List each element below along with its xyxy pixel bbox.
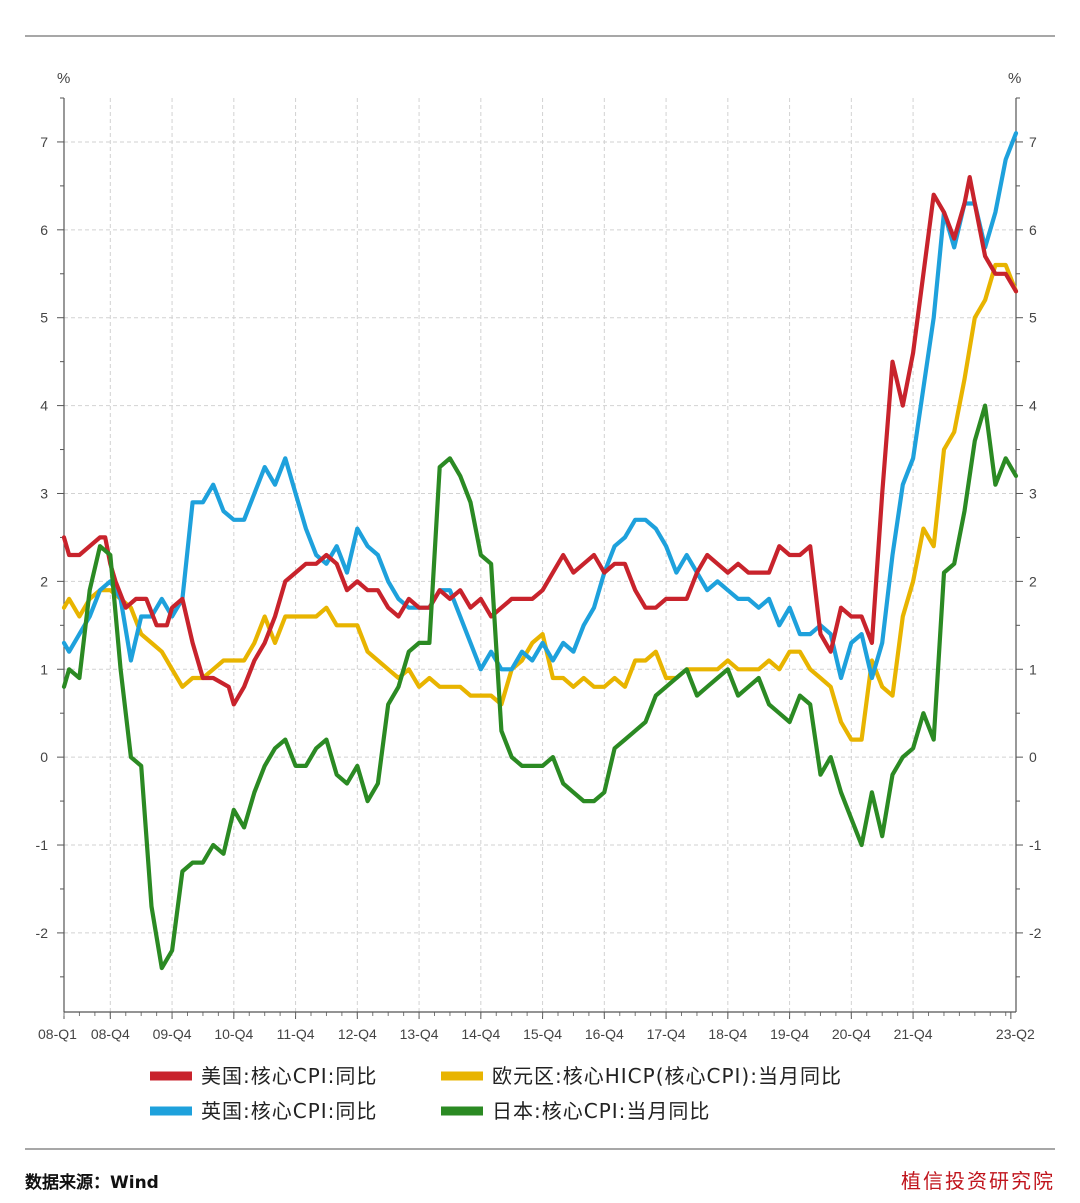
y-tick-label-right: -1 [1029, 837, 1042, 853]
series-lines [61, 131, 1019, 971]
x-tick-label: 08-Q1 [38, 1026, 77, 1042]
brand-name: 植信投资研究院 [901, 1169, 1055, 1193]
x-tick-label: 10-Q4 [214, 1026, 253, 1042]
x-tick-label: 23-Q2 [996, 1026, 1035, 1042]
legend-label-jp: 日本:核心CPI:当月同比 [492, 1099, 710, 1123]
data-source: 数据来源：Wind [25, 1172, 159, 1193]
y-tick-label-left: 6 [40, 222, 48, 238]
y-tick-label-right: 6 [1029, 222, 1037, 238]
x-tick-label: 18-Q4 [708, 1026, 747, 1042]
y-tick-label-right: 1 [1029, 661, 1037, 677]
left-unit-label: % [57, 70, 70, 87]
series-line-jp [61, 403, 1019, 971]
y-tick-label-right: -2 [1029, 925, 1042, 941]
x-tick-labels: 08-Q1 08-Q4 09-Q4 10-Q4 11-Q4 12-Q4 13-Q4 14-Q4… [38, 1026, 1035, 1042]
y-tick-label-left: 5 [40, 310, 48, 326]
y-tick-label-left: 0 [40, 749, 48, 765]
y-tick-label-left: 3 [40, 485, 48, 501]
legend: 美国:核心CPI:同比 欧元区:核心HICP(核心CPI):当月同比 英国:核心… [150, 1064, 842, 1123]
y-tick-label-right: 7 [1029, 134, 1037, 150]
x-tick-label: 14-Q4 [461, 1026, 500, 1042]
y-tick-label-right: 2 [1029, 573, 1037, 589]
y-tick-label-left: 1 [40, 661, 48, 677]
series-line-eu [61, 262, 1019, 742]
x-tick-label: 16-Q4 [585, 1026, 624, 1042]
x-tick-label: 21-Q4 [894, 1026, 933, 1042]
legend-label-uk: 英国:核心CPI:同比 [201, 1099, 377, 1123]
x-tick-label: 08-Q4 [91, 1026, 130, 1042]
x-tick-label: 19-Q4 [770, 1026, 809, 1042]
x-tick-label: 20-Q4 [832, 1026, 871, 1042]
x-tick-label: 12-Q4 [338, 1026, 377, 1042]
y-tick-labels: -2 -2 -1 -1 0 0 1 1 2 2 3 3 4 4 5 5 6 6 7 7 [36, 134, 1042, 941]
legend-label-us: 美国:核心CPI:同比 [201, 1064, 377, 1088]
y-tick-label-left: -2 [36, 925, 49, 941]
x-tick-label: 11-Q4 [277, 1026, 315, 1042]
right-unit-label: % [1008, 70, 1021, 87]
y-tick-label-right: 4 [1029, 398, 1037, 414]
y-tick-label-left: 2 [40, 573, 48, 589]
grid [64, 98, 1016, 1012]
y-tick-label-left: 4 [40, 398, 48, 414]
legend-item-eu: 欧元区:核心HICP(核心CPI):当月同比 [441, 1064, 842, 1088]
axes [57, 97, 1023, 1019]
y-tick-label-right: 0 [1029, 749, 1037, 765]
legend-item-us: 美国:核心CPI:同比 [150, 1064, 377, 1088]
x-tick-label: 13-Q4 [400, 1026, 439, 1042]
legend-label-eu: 欧元区:核心HICP(核心CPI):当月同比 [492, 1064, 842, 1088]
y-tick-label-left: -1 [36, 837, 49, 853]
x-tick-label: 15-Q4 [523, 1026, 562, 1042]
x-tick-label: 17-Q4 [647, 1026, 686, 1042]
x-tick-label: 09-Q4 [153, 1026, 192, 1042]
series-line-uk [61, 131, 1019, 681]
series-line-us [61, 175, 1019, 707]
y-tick-label-right: 3 [1029, 485, 1037, 501]
y-tick-label-right: 5 [1029, 310, 1037, 326]
legend-item-uk: 英国:核心CPI:同比 [150, 1099, 377, 1123]
legend-item-jp: 日本:核心CPI:当月同比 [441, 1099, 710, 1123]
y-tick-label-left: 7 [40, 134, 48, 150]
